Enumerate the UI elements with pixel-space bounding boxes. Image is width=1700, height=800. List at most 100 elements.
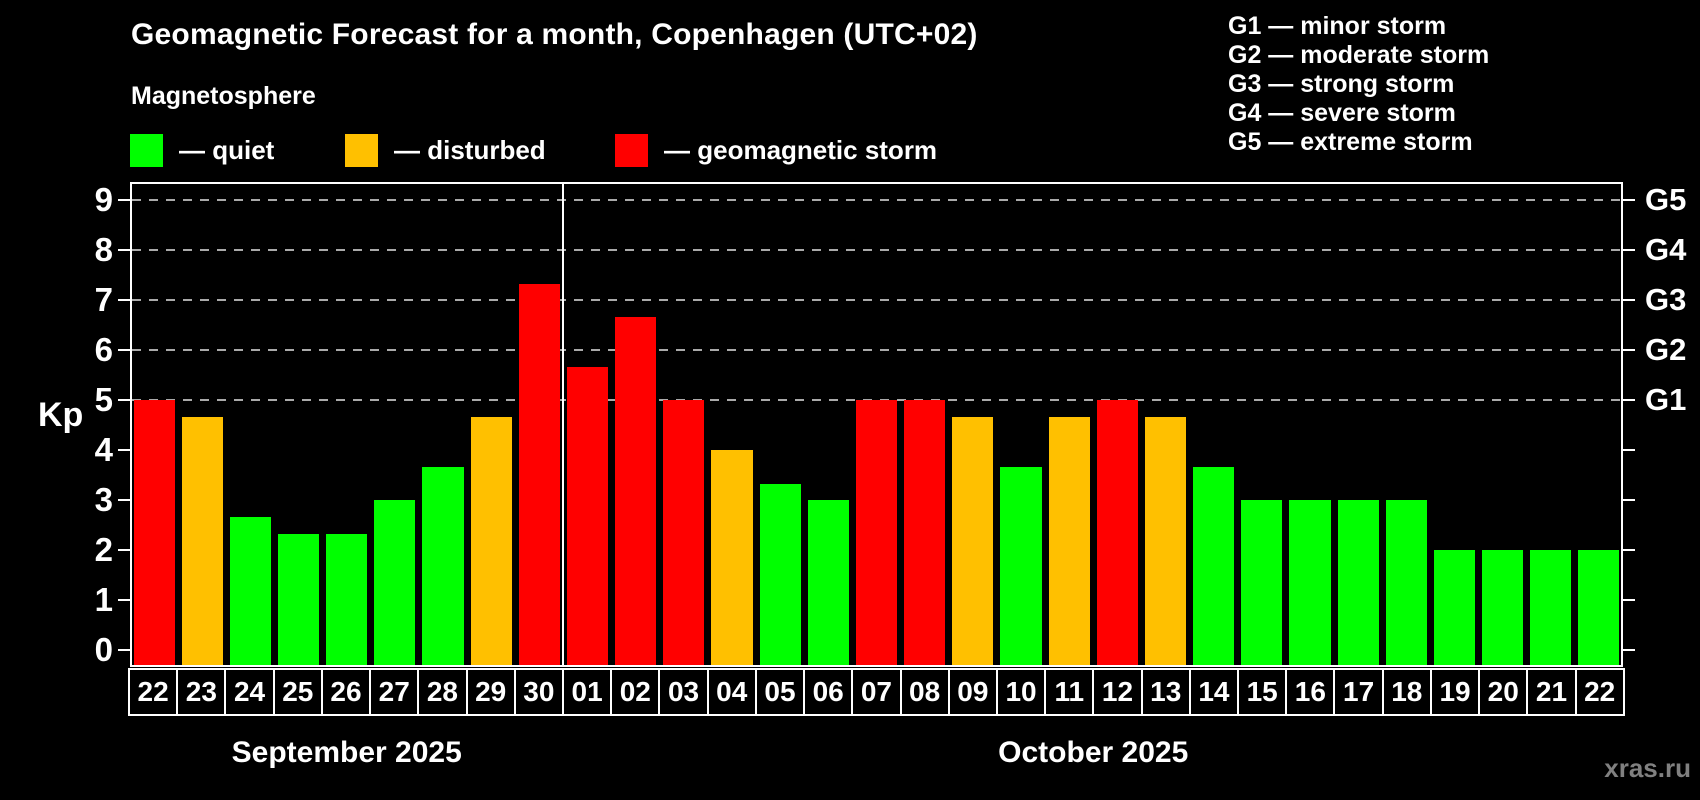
legend-item-quiet: — quiet — [130, 133, 274, 167]
date-cell-sep-22: 22 — [128, 668, 179, 716]
kp-bar-day-02 — [615, 316, 657, 665]
y-tick-label-0: 0 — [94, 631, 113, 668]
y-tick-label-1: 1 — [94, 581, 113, 618]
right-tick-0 — [1623, 649, 1635, 651]
date-cell-oct-17: 17 — [1333, 668, 1384, 716]
g1-legend-line: G1 — minor storm — [1228, 12, 1447, 40]
gridline-kp-6 — [132, 349, 1621, 351]
y-tick-label-5: 5 — [94, 381, 113, 418]
g-scale-tick-g1: G1 — [1645, 382, 1687, 417]
date-cell-oct-16: 16 — [1285, 668, 1336, 716]
g-scale-tick-g4: G4 — [1645, 232, 1687, 267]
y-tick-label-4: 4 — [94, 431, 113, 468]
kp-bar-day-22 — [1578, 550, 1620, 665]
date-cell-sep-28: 28 — [417, 668, 468, 716]
legend-quiet-label: — quiet — [179, 134, 275, 165]
date-cell-oct-06: 06 — [803, 668, 854, 716]
gridline-kp-9 — [132, 199, 1621, 201]
left-tick-6 — [118, 349, 130, 351]
gridline-kp-7 — [132, 299, 1621, 301]
kp-bar-chart-plot-area — [130, 182, 1623, 667]
g5-legend-line: G5 — extreme storm — [1228, 128, 1473, 156]
date-cell-oct-05: 05 — [754, 668, 806, 716]
kp-bar-day-15 — [1241, 500, 1283, 665]
left-tick-9 — [118, 199, 130, 201]
kp-bar-day-04 — [711, 450, 753, 665]
gridline-kp-8 — [132, 249, 1621, 251]
month-label-october: October 2025 — [998, 736, 1189, 769]
date-cell-sep-23: 23 — [176, 668, 227, 716]
kp-bar-day-26 — [326, 533, 368, 665]
date-cell-sep-27: 27 — [369, 668, 420, 716]
date-cell-oct-12: 12 — [1092, 668, 1143, 716]
y-tick-label-2: 2 — [94, 531, 113, 568]
y-tick-label-8: 8 — [94, 231, 113, 268]
kp-bar-day-11 — [1048, 416, 1090, 665]
kp-bar-day-27 — [374, 500, 416, 665]
kp-bar-day-29 — [470, 416, 512, 665]
date-cell-oct-08: 08 — [899, 668, 950, 716]
date-cell-sep-29: 29 — [465, 668, 516, 716]
kp-bar-day-03 — [663, 400, 705, 665]
kp-bar-day-20 — [1482, 550, 1524, 665]
date-cell-oct-19: 19 — [1429, 668, 1481, 716]
date-cell-oct-20: 20 — [1478, 668, 1529, 716]
right-tick-4 — [1623, 449, 1635, 451]
kp-bar-day-12 — [1096, 400, 1138, 665]
kp-bar-day-13 — [1144, 416, 1187, 665]
date-cell-sep-24: 24 — [224, 668, 275, 716]
y-tick-label-7: 7 — [94, 281, 113, 318]
right-tick-1 — [1623, 599, 1635, 601]
quiet-color-swatch — [130, 133, 163, 167]
kp-bar-day-24 — [229, 516, 271, 665]
date-cell-oct-02: 02 — [610, 668, 661, 716]
y-tick-label-3: 3 — [94, 481, 113, 518]
kp-bar-day-06 — [807, 500, 849, 665]
right-tick-3 — [1623, 499, 1635, 501]
date-axis-row: 22 23 24 25 26 27 28 29 30 01 02 03 04 05 06 07 08 09 10 11… — [128, 668, 1625, 716]
month-label-september: September 2025 — [231, 736, 462, 769]
date-cell-oct-04: 04 — [706, 668, 757, 716]
date-cell-oct-15: 15 — [1237, 668, 1288, 716]
date-cell-oct-09: 09 — [947, 668, 998, 716]
legend-item-disturbed: — disturbed — [345, 133, 546, 167]
date-cell-oct-14: 14 — [1188, 668, 1240, 716]
date-cell-oct-22: 22 — [1574, 668, 1625, 716]
right-tick-2 — [1623, 549, 1635, 551]
kp-bar-day-10 — [1000, 466, 1042, 665]
g-scale-tick-g2: G2 — [1645, 332, 1687, 367]
date-cell-oct-18: 18 — [1381, 668, 1432, 716]
g3-legend-line: G3 — strong storm — [1228, 70, 1455, 98]
g2-legend-line: G2 — moderate storm — [1228, 41, 1490, 69]
left-tick-4 — [118, 449, 130, 451]
date-cell-sep-30: 30 — [513, 668, 564, 716]
g-scale-legend: G1 — minor storm G2 — moderate storm G3 … — [1228, 12, 1489, 157]
legend-storm-label: — geomagnetic storm — [664, 134, 938, 165]
right-tick-6 — [1623, 349, 1635, 351]
date-cell-oct-03: 03 — [658, 668, 709, 716]
date-cell-oct-10: 10 — [995, 668, 1047, 716]
chart-subtitle: Magnetosphere — [131, 82, 316, 110]
left-tick-3 — [118, 499, 130, 501]
date-cell-oct-07: 07 — [851, 668, 902, 716]
kp-bar-day-19 — [1433, 550, 1475, 665]
kp-bar-day-09 — [952, 416, 994, 665]
kp-bar-day-08 — [904, 400, 946, 665]
legend-item-storm: — geomagnetic storm — [615, 133, 937, 167]
kp-bar-day-25 — [277, 533, 320, 665]
right-tick-9 — [1623, 199, 1635, 201]
y-tick-label-9: 9 — [94, 181, 113, 218]
kp-bar-day-22 — [133, 400, 175, 665]
right-tick-8 — [1623, 249, 1635, 251]
left-tick-8 — [118, 249, 130, 251]
date-cell-sep-25: 25 — [272, 668, 323, 716]
date-cell-oct-13: 13 — [1140, 668, 1191, 716]
storm-color-swatch — [615, 133, 648, 167]
y-axis-label: Kp — [38, 396, 84, 434]
kp-bar-day-28 — [422, 466, 464, 665]
legend-disturbed-label: — disturbed — [394, 134, 546, 165]
kp-bar-day-14 — [1193, 466, 1235, 665]
date-cell-oct-01: 01 — [561, 668, 613, 716]
kp-bar-day-17 — [1337, 500, 1379, 665]
kp-bar-day-07 — [855, 400, 898, 665]
